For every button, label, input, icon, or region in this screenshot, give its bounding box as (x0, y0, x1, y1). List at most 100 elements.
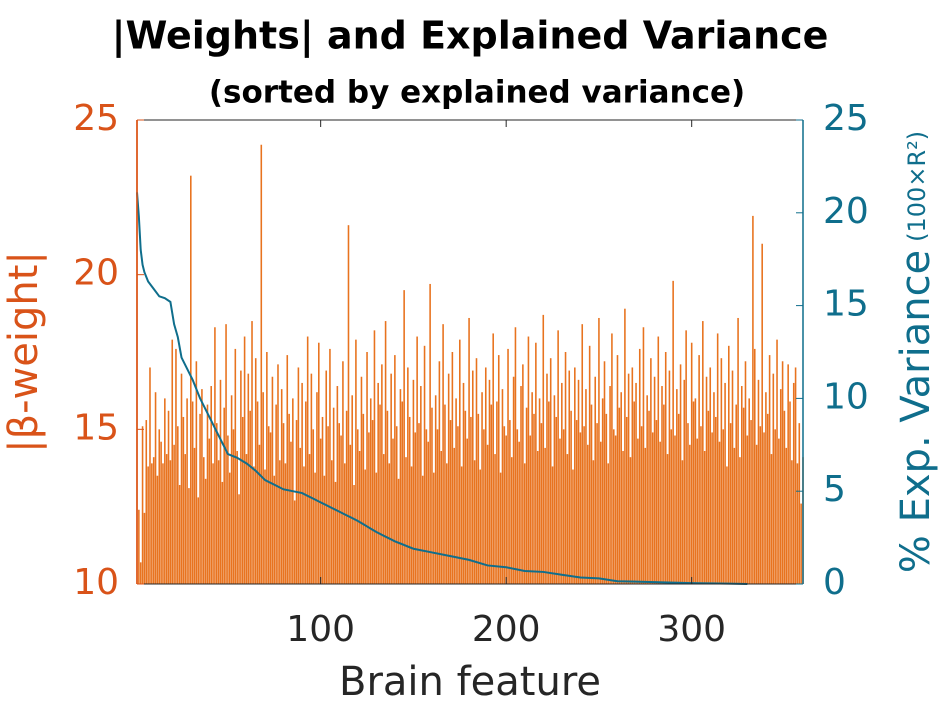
bar (429, 283, 431, 584)
bar (509, 420, 511, 584)
bar (206, 404, 209, 584)
bar (377, 382, 379, 584)
bar (562, 429, 565, 584)
bar (570, 410, 572, 584)
bar (726, 466, 728, 584)
bar (507, 348, 509, 584)
bar (779, 389, 782, 584)
bar (273, 475, 276, 584)
bar (638, 348, 641, 584)
bar (479, 469, 481, 584)
bar (716, 333, 719, 584)
bar (295, 420, 298, 584)
bar (336, 386, 339, 584)
bar (490, 404, 493, 584)
bar (676, 389, 678, 584)
bar (611, 333, 613, 584)
bar (542, 314, 545, 584)
bar (455, 398, 457, 584)
bar (497, 355, 500, 584)
bar (143, 512, 146, 584)
bar (561, 382, 563, 584)
bar (182, 416, 185, 584)
bar (692, 401, 695, 584)
bar (199, 413, 201, 584)
bar (579, 432, 582, 584)
bar (794, 367, 797, 584)
bar (585, 389, 587, 584)
bar (177, 426, 179, 584)
bar (635, 382, 637, 584)
bar (453, 447, 456, 584)
bar (360, 376, 363, 584)
bar (316, 392, 318, 584)
x-tick-label: 200 (472, 609, 541, 650)
bar (284, 463, 287, 584)
bar (418, 423, 420, 584)
y-axis-label: |β-weight| (1, 251, 47, 453)
bar (438, 361, 441, 584)
bar (356, 429, 359, 584)
bar (243, 336, 246, 584)
bar (618, 407, 621, 584)
bar (471, 370, 474, 584)
bar (457, 426, 459, 584)
bar (288, 413, 290, 584)
bar (707, 410, 710, 584)
bar (735, 404, 738, 584)
bar (162, 463, 164, 584)
bar (529, 435, 532, 584)
bar (345, 410, 348, 584)
bar (624, 308, 626, 584)
bar (791, 460, 793, 584)
bar (729, 423, 732, 584)
bar (744, 361, 747, 584)
bar (191, 401, 194, 584)
bar (358, 450, 361, 584)
bar (470, 416, 472, 584)
bar (689, 444, 691, 584)
bar (484, 367, 487, 584)
y2-axis-label-main: % Exp. Variance (893, 250, 939, 573)
bar (347, 225, 350, 584)
y2-tick-label: 0 (823, 562, 846, 603)
bar (633, 401, 635, 584)
bar (262, 392, 264, 584)
bar (770, 454, 773, 584)
bar (522, 364, 524, 584)
bar (650, 358, 652, 584)
bar (768, 355, 771, 584)
bar (646, 395, 648, 584)
bar (792, 382, 795, 584)
bar (544, 447, 546, 584)
bar (147, 466, 149, 584)
bar (462, 382, 465, 584)
bar (247, 373, 250, 584)
bar (757, 379, 760, 584)
bar (228, 472, 231, 584)
bar (210, 386, 212, 584)
bar (765, 392, 767, 584)
bar (221, 481, 224, 584)
bar (488, 379, 491, 584)
bar (420, 386, 422, 584)
bar (293, 500, 296, 584)
bar (241, 416, 244, 584)
bar (629, 457, 632, 584)
bar (193, 447, 196, 584)
bar (149, 367, 151, 584)
bar (566, 454, 569, 584)
bar (557, 330, 559, 584)
bar (713, 392, 715, 584)
bar (746, 435, 749, 584)
bar (169, 460, 172, 584)
bar (670, 429, 673, 584)
bar (279, 460, 281, 584)
bar (395, 426, 398, 584)
bar (501, 389, 504, 584)
bar (447, 373, 450, 584)
bar (674, 435, 676, 584)
bar (227, 435, 229, 584)
bar (431, 407, 433, 584)
bar (214, 327, 216, 584)
